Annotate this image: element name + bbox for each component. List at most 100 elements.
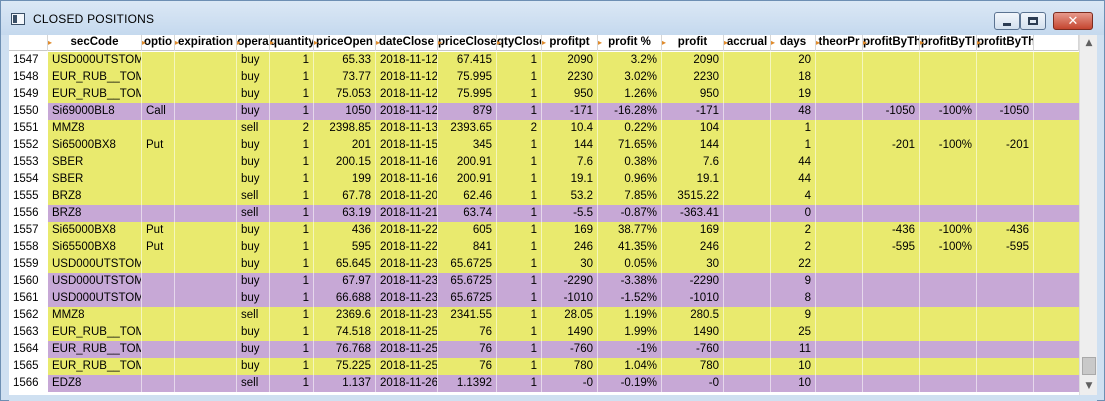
cell-profit-by-th-3[interactable]: -1050 <box>977 103 1034 120</box>
title-bar[interactable]: CLOSED POSITIONS ✕ <box>1 1 1104 35</box>
column-header-profitpt[interactable]: ▸ profitpt <box>542 35 598 51</box>
cell-profit-pct[interactable]: 0.96% <box>598 171 662 188</box>
cell-days[interactable]: 48 <box>771 103 816 120</box>
cell-theor-pr[interactable] <box>816 103 863 120</box>
cell-profit-pct[interactable]: 1.26% <box>598 86 662 103</box>
cell-profit-by-th-1[interactable] <box>863 273 920 290</box>
cell-date-close[interactable]: 2018-11-13 <box>376 120 438 137</box>
cell-sec-code[interactable]: EUR_RUB__TOM <box>48 86 142 103</box>
cell-profit-by-th-1[interactable] <box>863 188 920 205</box>
cell-theor-pr[interactable] <box>816 290 863 307</box>
scroll-down-icon[interactable]: ▼ <box>1085 381 1093 391</box>
cell-operation[interactable]: buy <box>237 137 270 154</box>
cell-expiration[interactable] <box>175 188 237 205</box>
cell-profit-by-th-1[interactable] <box>863 375 920 392</box>
cell-quantity[interactable]: 1 <box>270 375 314 392</box>
cell-profit-by-th-2[interactable] <box>920 205 977 222</box>
cell-profitpt[interactable]: -760 <box>542 341 598 358</box>
cell-profit-by-th-2[interactable]: -100% <box>920 137 977 154</box>
cell-operation[interactable]: buy <box>237 69 270 86</box>
cell-theor-pr[interactable] <box>816 52 863 69</box>
cell-date-close[interactable]: 2018-11-23 <box>376 307 438 324</box>
cell-profit[interactable]: 169 <box>662 222 724 239</box>
cell-profit-pct[interactable]: -1.52% <box>598 290 662 307</box>
cell-theor-pr[interactable] <box>816 137 863 154</box>
cell-price-open[interactable]: 65.33 <box>314 52 376 69</box>
cell-option[interactable] <box>142 324 175 341</box>
cell-theor-pr[interactable] <box>816 171 863 188</box>
cell-profit-by-th-2[interactable] <box>920 375 977 392</box>
cell-date-close[interactable]: 2018-11-25 <box>376 358 438 375</box>
cell-profit-pct[interactable]: 0.22% <box>598 120 662 137</box>
cell-qty-close[interactable]: 1 <box>497 171 542 188</box>
cell-qty-close[interactable]: 1 <box>497 290 542 307</box>
cell-profit-by-th-2[interactable] <box>920 290 977 307</box>
cell-accrual[interactable] <box>724 171 771 188</box>
cell-profit[interactable]: 780 <box>662 358 724 375</box>
cell-profit-pct[interactable]: 38.77% <box>598 222 662 239</box>
cell-profit-pct[interactable]: 3.2% <box>598 52 662 69</box>
column-header-days[interactable]: ▸ days <box>771 35 816 51</box>
cell-profit[interactable]: 950 <box>662 86 724 103</box>
cell-days[interactable]: 11 <box>771 341 816 358</box>
cell-profitpt[interactable]: -1010 <box>542 290 598 307</box>
cell-profit-by-th-2[interactable] <box>920 69 977 86</box>
cell-profitpt[interactable]: 246 <box>542 239 598 256</box>
cell-sec-code[interactable]: USD000UTSTOM <box>48 52 142 69</box>
cell-qty-close[interactable]: 1 <box>497 239 542 256</box>
cell-date-close[interactable]: 2018-11-22 <box>376 239 438 256</box>
cell-profitpt[interactable]: 1490 <box>542 324 598 341</box>
cell-sec-code[interactable]: BRZ8 <box>48 188 142 205</box>
cell-expiration[interactable] <box>175 120 237 137</box>
cell-profitpt[interactable]: 7.6 <box>542 154 598 171</box>
cell-accrual[interactable] <box>724 256 771 273</box>
cell-option[interactable] <box>142 358 175 375</box>
table-row[interactable]: 1549 EUR_RUB__TOM buy 1 75.053 2018-11-12 75.9… <box>9 86 1079 103</box>
cell-profit-pct[interactable]: -1% <box>598 341 662 358</box>
cell-profit-by-th-1[interactable]: -1050 <box>863 103 920 120</box>
cell-quantity[interactable]: 2 <box>270 120 314 137</box>
cell-profit-by-th-1[interactable] <box>863 171 920 188</box>
cell-profit-pct[interactable]: 0.05% <box>598 256 662 273</box>
cell-quantity[interactable]: 1 <box>270 188 314 205</box>
cell-days[interactable]: 2 <box>771 222 816 239</box>
cell-days[interactable]: 18 <box>771 69 816 86</box>
cell-profit[interactable]: 3515.22 <box>662 188 724 205</box>
cell-quantity[interactable]: 1 <box>270 205 314 222</box>
cell-profit-by-th-1[interactable] <box>863 341 920 358</box>
cell-accrual[interactable] <box>724 307 771 324</box>
cell-accrual[interactable] <box>724 103 771 120</box>
cell-price-close[interactable]: 1.1392 <box>438 375 497 392</box>
cell-option[interactable] <box>142 171 175 188</box>
cell-option[interactable] <box>142 188 175 205</box>
cell-qty-close[interactable]: 1 <box>497 103 542 120</box>
cell-accrual[interactable] <box>724 273 771 290</box>
table-row[interactable]: 1555 BRZ8 sell 1 67.78 2018-11-20 62.46 1 53.2 7.… <box>9 188 1079 205</box>
scrollbar-thumb[interactable] <box>1082 357 1096 375</box>
column-header-expiration[interactable]: ▸ expiration <box>175 35 237 51</box>
cell-expiration[interactable] <box>175 69 237 86</box>
cell-profit-by-th-3[interactable]: -201 <box>977 137 1034 154</box>
table-row[interactable]: 1550 Si69000BL8 Call buy 1 1050 2018-11-12 879 1… <box>9 103 1079 120</box>
cell-price-open[interactable]: 201 <box>314 137 376 154</box>
cell-profit-by-th-1[interactable]: -436 <box>863 222 920 239</box>
cell-profitpt[interactable]: -2290 <box>542 273 598 290</box>
cell-days[interactable]: 9 <box>771 307 816 324</box>
cell-profitpt[interactable]: 19.1 <box>542 171 598 188</box>
cell-profit[interactable]: -171 <box>662 103 724 120</box>
cell-qty-close[interactable]: 1 <box>497 154 542 171</box>
cell-price-close[interactable]: 75.995 <box>438 69 497 86</box>
cell-option[interactable] <box>142 154 175 171</box>
cell-operation[interactable]: buy <box>237 222 270 239</box>
cell-price-close[interactable]: 65.6725 <box>438 273 497 290</box>
cell-quantity[interactable]: 1 <box>270 307 314 324</box>
cell-date-close[interactable]: 2018-11-12 <box>376 103 438 120</box>
cell-profit-by-th-1[interactable] <box>863 205 920 222</box>
cell-theor-pr[interactable] <box>816 120 863 137</box>
cell-operation[interactable]: sell <box>237 205 270 222</box>
cell-profit-by-th-3[interactable] <box>977 307 1034 324</box>
cell-operation[interactable]: buy <box>237 103 270 120</box>
cell-qty-close[interactable]: 1 <box>497 188 542 205</box>
cell-price-open[interactable]: 76.768 <box>314 341 376 358</box>
cell-expiration[interactable] <box>175 154 237 171</box>
